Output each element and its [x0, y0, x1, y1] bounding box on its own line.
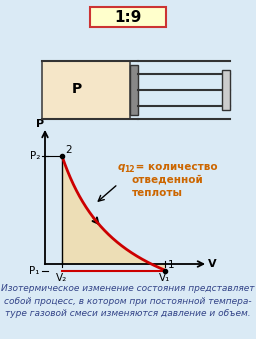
Text: 12: 12 [124, 164, 134, 174]
Text: 1:9: 1:9 [114, 9, 142, 24]
Text: 2: 2 [65, 145, 72, 155]
Text: теплоты: теплоты [132, 188, 183, 198]
Text: V₂: V₂ [56, 273, 68, 283]
Text: Изотермическое изменение состояния представляет
собой процесс, в котором при пос: Изотермическое изменение состояния предс… [1, 284, 255, 318]
Text: = количество: = количество [132, 162, 218, 172]
Text: V₁: V₁ [159, 273, 171, 283]
Text: q: q [118, 162, 125, 172]
Text: P: P [72, 82, 82, 96]
Polygon shape [62, 156, 165, 270]
Text: отведенной: отведенной [132, 175, 204, 185]
Text: P₂: P₂ [30, 151, 40, 161]
Bar [90, 7, 166, 27]
Text: P₁: P₁ [29, 266, 40, 276]
Bar [222, 70, 230, 110]
Text: P: P [36, 119, 44, 129]
Bar [42, 61, 130, 119]
Text: V: V [208, 259, 216, 269]
Text: 1: 1 [168, 260, 175, 270]
Bar [130, 65, 138, 115]
